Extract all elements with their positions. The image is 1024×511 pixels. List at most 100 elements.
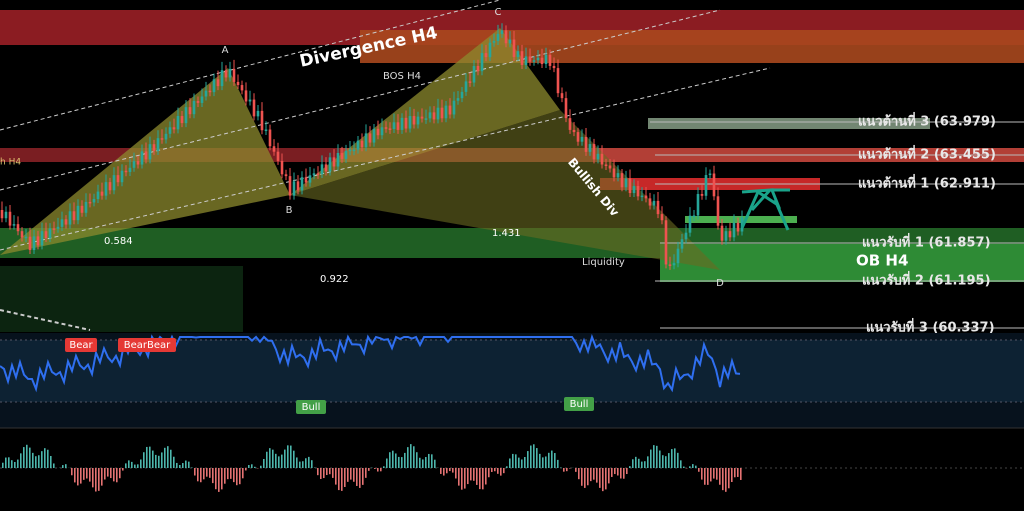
candle-body (524, 56, 528, 65)
candle-body (200, 96, 204, 103)
histogram-bar (71, 468, 73, 476)
histogram-bar (605, 468, 607, 490)
candle-body (584, 136, 588, 152)
histogram-bar (719, 468, 721, 485)
candle-body (580, 136, 584, 142)
histogram-bar (185, 460, 187, 468)
candle-body (156, 138, 160, 151)
histogram-bar (80, 468, 82, 484)
candle-body (372, 128, 376, 143)
histogram-bar (89, 468, 91, 482)
histogram-bar (452, 468, 454, 473)
candle-body (256, 110, 260, 117)
histogram-bar (32, 452, 34, 468)
histogram-bar (380, 468, 382, 472)
histogram-bar (197, 468, 199, 482)
candle-body (632, 186, 636, 194)
histogram-bar (167, 446, 169, 468)
candle-body (208, 90, 212, 93)
candle-body (272, 146, 276, 152)
point-label: B (286, 205, 293, 216)
histogram (2, 444, 742, 492)
histogram-bar (563, 468, 565, 472)
histogram-bar (176, 462, 178, 468)
candle-body (648, 198, 652, 206)
candle-body (180, 116, 184, 124)
histogram-bar (509, 458, 511, 468)
histogram-bar (368, 468, 370, 471)
histogram-bar (260, 465, 262, 468)
candle-body (696, 194, 700, 216)
candle-body (280, 160, 284, 175)
candle-body (140, 151, 144, 165)
candle-body (532, 60, 536, 62)
candle-body (308, 175, 312, 183)
candle-body (568, 118, 572, 130)
histogram-bar (2, 462, 4, 468)
histogram-bar (224, 468, 226, 484)
rsi-tag (65, 338, 97, 352)
histogram-bar (680, 460, 682, 468)
candle-body (552, 65, 556, 69)
histogram-bar (731, 468, 733, 483)
histogram-bar (395, 453, 397, 468)
histogram-bar (269, 448, 271, 468)
histogram-bar (374, 468, 376, 469)
histogram-bar (737, 468, 739, 477)
channel-line (0, 67, 771, 251)
histogram-bar (179, 465, 181, 468)
candle-body (244, 90, 248, 102)
histogram-bar (443, 468, 445, 476)
rsi-tag (564, 397, 594, 411)
candle-body (420, 116, 424, 119)
histogram-bar (62, 465, 64, 468)
candle-body (464, 81, 468, 92)
candle-body (28, 236, 32, 251)
histogram-bar (113, 468, 115, 482)
histogram-bar (521, 459, 523, 468)
histogram-bar (473, 468, 475, 481)
candle-body (184, 107, 188, 124)
candle-body (348, 149, 352, 152)
histogram-bar (566, 468, 568, 472)
order-block (660, 244, 1024, 282)
histogram-bar (413, 446, 415, 468)
candle-body (100, 191, 104, 196)
candle-body (712, 173, 716, 197)
candle-body (220, 70, 224, 87)
candle-body (108, 182, 112, 191)
candle-body (0, 210, 4, 219)
candle-body (188, 107, 192, 115)
histogram-bar (617, 468, 619, 476)
histogram-bar (86, 468, 88, 479)
supply-zone-orange (360, 30, 1024, 63)
histogram-bar (650, 449, 652, 468)
histogram-bar (560, 467, 562, 468)
histogram-bar (614, 468, 616, 475)
histogram-bar (644, 461, 646, 468)
histogram-bar (44, 448, 46, 468)
histogram-bar (503, 468, 505, 474)
histogram-bar (434, 459, 436, 468)
histogram-bar (470, 468, 472, 481)
histogram-bar (221, 468, 223, 490)
histogram-bar (512, 453, 514, 468)
histogram-bar (350, 468, 352, 480)
histogram-bar (455, 468, 457, 479)
histogram-bar (578, 468, 580, 480)
channel-lines (0, 0, 771, 331)
candle-body (548, 54, 552, 66)
histogram-bar (35, 456, 37, 468)
histogram-bar (296, 457, 298, 468)
histogram-bar (497, 468, 499, 474)
histogram-bar (701, 468, 703, 480)
histogram-bar (479, 468, 481, 490)
histogram-bar (335, 468, 337, 485)
candle-body (228, 68, 232, 78)
candle-body (528, 56, 532, 62)
candle-body (472, 65, 476, 83)
histogram-bar (422, 459, 424, 468)
histogram-bar (281, 454, 283, 468)
histogram-bar (119, 468, 121, 479)
